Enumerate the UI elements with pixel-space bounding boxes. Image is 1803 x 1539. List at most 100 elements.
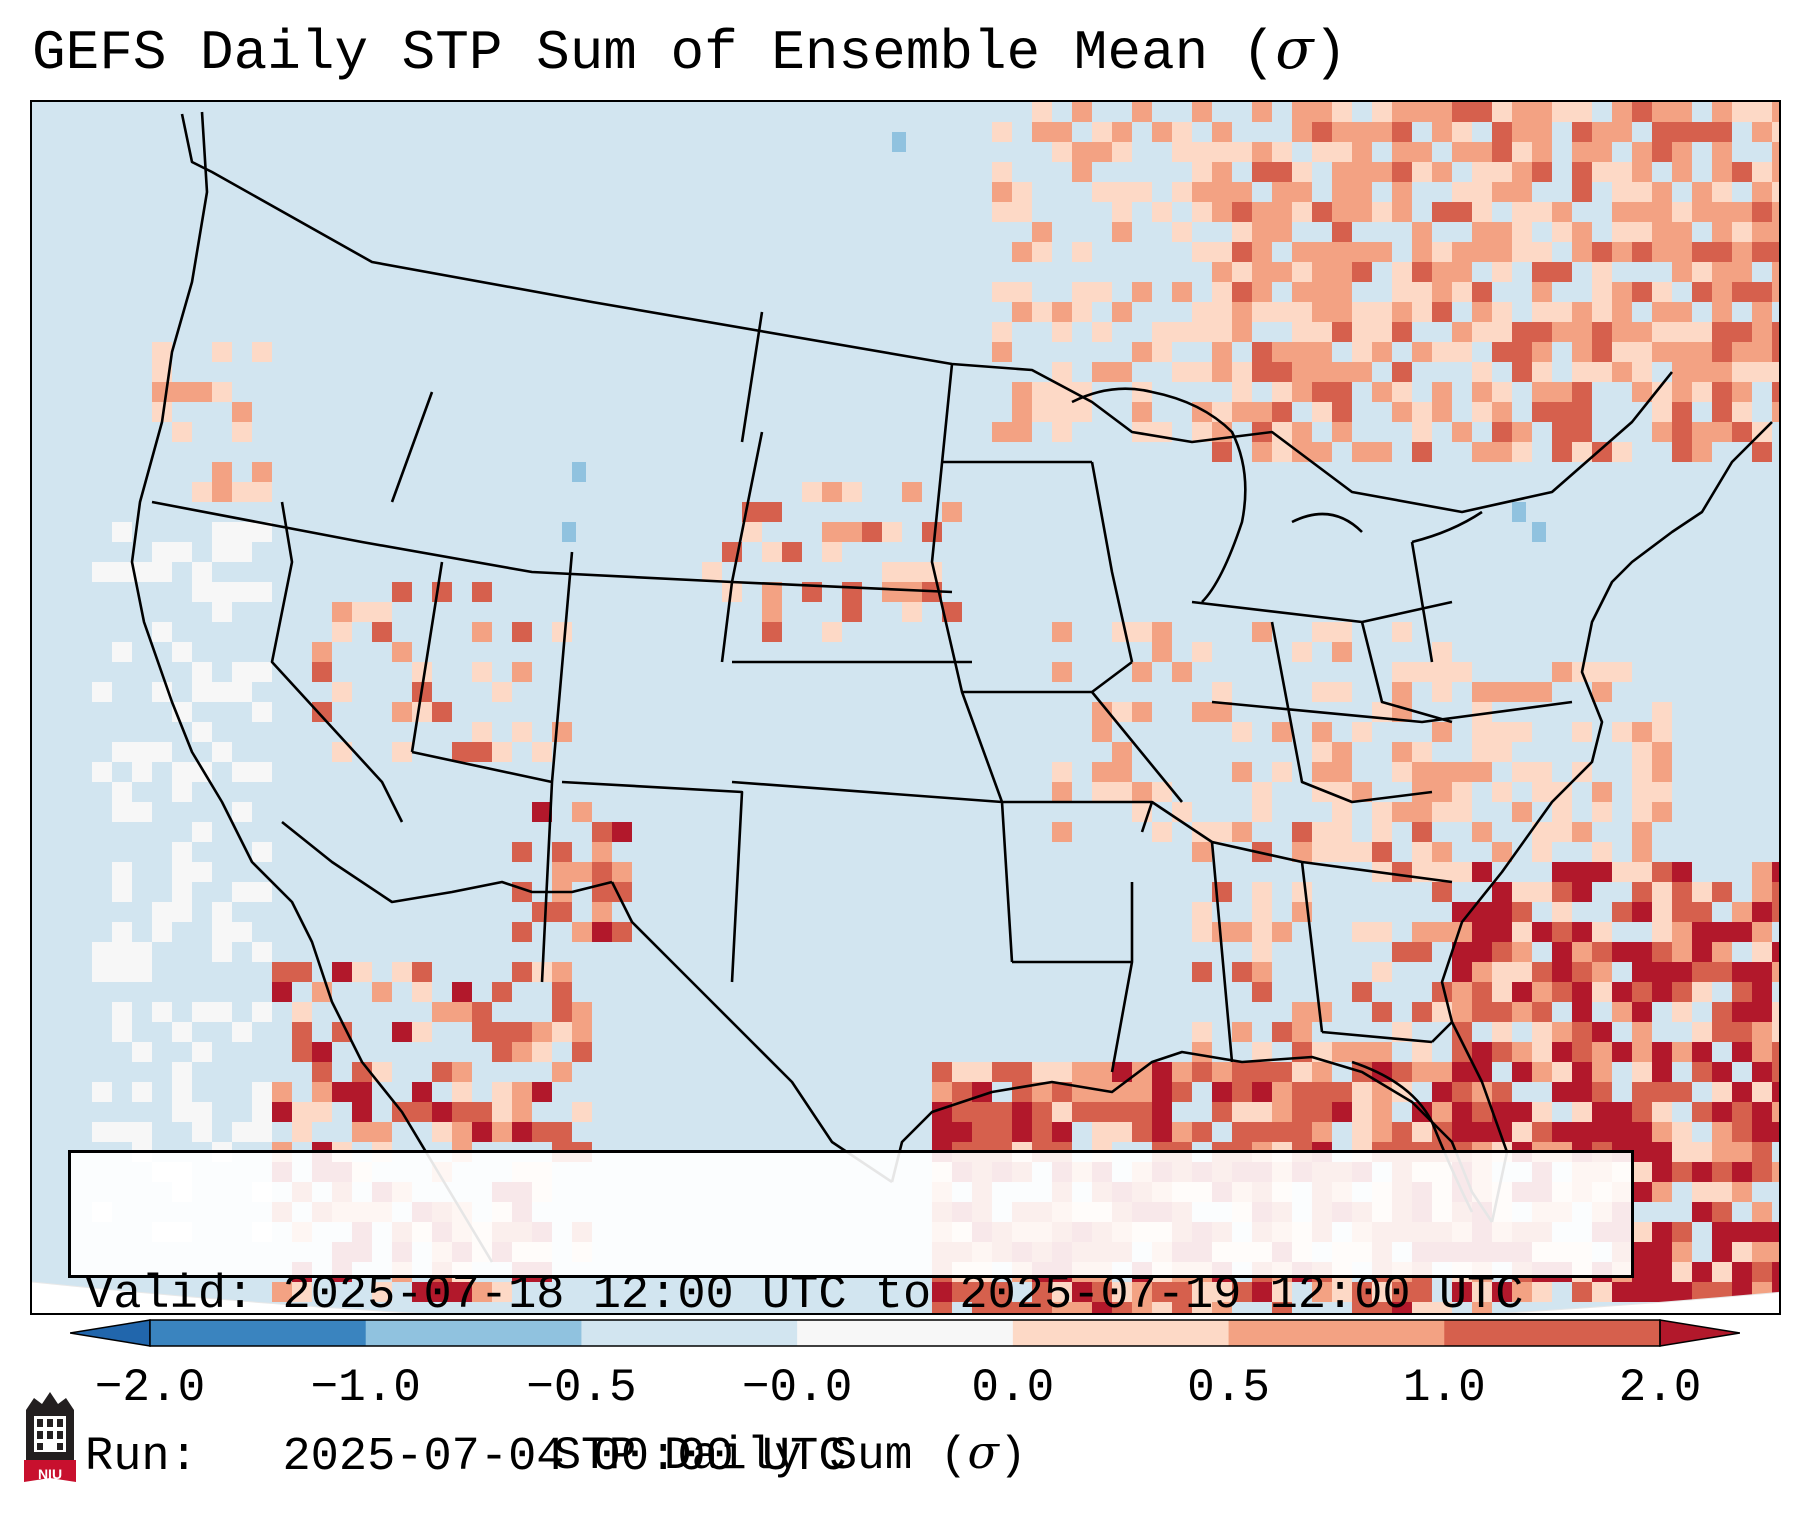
anomaly-cell <box>512 1102 532 1122</box>
anomaly-cell <box>1092 142 1112 162</box>
anomaly-cell <box>1712 962 1732 982</box>
anomaly-cell <box>1352 142 1372 162</box>
anomaly-cell <box>1392 162 1412 182</box>
anomaly-cell <box>1472 382 1492 402</box>
anomaly-cell <box>1512 342 1532 362</box>
anomaly-cell <box>1772 142 1779 162</box>
anomaly-cell <box>1752 362 1772 382</box>
anomaly-cell <box>1372 1302 1392 1313</box>
anomaly-cell <box>372 1062 392 1082</box>
anomaly-cell <box>1452 1102 1472 1122</box>
anomaly-cell <box>1412 242 1432 262</box>
anomaly-cell <box>1612 182 1632 202</box>
anomaly-cell <box>1272 342 1292 362</box>
anomaly-cell <box>1332 742 1352 762</box>
anomaly-cell <box>1652 922 1672 942</box>
colorbar-label-sigma: σ <box>967 1425 999 1479</box>
anomaly-cell <box>1672 142 1692 162</box>
anomaly-cell <box>1052 822 1072 842</box>
anomaly-cell <box>1452 182 1472 202</box>
anomaly-cell <box>882 562 902 582</box>
stp-map <box>32 102 1779 1313</box>
anomaly-cell <box>1732 402 1752 422</box>
anomaly-cell <box>1712 1022 1732 1042</box>
anomaly-cell <box>1532 882 1552 902</box>
anomaly-cell <box>1732 982 1752 1002</box>
anomaly-cell <box>1772 382 1779 402</box>
anomaly-cell <box>592 842 612 862</box>
anomaly-cell <box>1592 442 1612 462</box>
anomaly-cell <box>1432 662 1452 682</box>
anomaly-cell <box>1732 282 1752 302</box>
anomaly-cell <box>1212 702 1232 722</box>
anomaly-cell <box>1152 1082 1172 1102</box>
anomaly-cell <box>1692 922 1712 942</box>
anomaly-cell <box>1512 1122 1532 1142</box>
anomaly-cell <box>492 1082 512 1102</box>
anomaly-cell <box>1092 1082 1112 1102</box>
anomaly-cell <box>1292 382 1312 402</box>
colorbar-tick-label: 2.0 <box>1618 1362 1702 1414</box>
anomaly-cell <box>492 982 512 1002</box>
anomaly-cell <box>1532 142 1552 162</box>
anomaly-cell <box>1492 302 1512 322</box>
anomaly-cell <box>1612 342 1632 362</box>
anomaly-cell <box>1592 962 1612 982</box>
anomaly-cell <box>1512 922 1532 942</box>
anomaly-cell <box>1672 1082 1692 1102</box>
anomaly-cell <box>1572 362 1592 382</box>
anomaly-cell <box>1592 242 1612 262</box>
anomaly-cell <box>1112 1302 1132 1313</box>
anomaly-cell <box>472 1022 492 1042</box>
anomaly-cell <box>1592 262 1612 282</box>
anomaly-cell <box>1412 922 1432 942</box>
anomaly-cell <box>412 662 432 682</box>
anomaly-cell <box>512 662 532 682</box>
anomaly-cell <box>1512 322 1532 342</box>
anomaly-cell <box>1472 742 1492 762</box>
anomaly-cell <box>332 682 352 702</box>
anomaly-cell <box>452 1082 472 1102</box>
anomaly-cell <box>1532 302 1552 322</box>
anomaly-cell <box>952 1082 972 1102</box>
anomaly-cell <box>1332 222 1352 242</box>
anomaly-cell <box>312 1042 332 1062</box>
anomaly-cell <box>1212 182 1232 202</box>
anomaly-cell <box>1712 1082 1732 1102</box>
anomaly-cell <box>512 1042 532 1062</box>
colorbar-segment <box>365 1320 582 1346</box>
anomaly-cell <box>1372 162 1392 182</box>
anomaly-cell <box>1672 1142 1692 1162</box>
anomaly-cell <box>1092 282 1112 302</box>
anomaly-cell <box>1592 982 1612 1002</box>
anomaly-cell <box>1192 422 1212 442</box>
anomaly-cell <box>1512 802 1532 822</box>
anomaly-cell <box>1612 1002 1632 1022</box>
anomaly-cell <box>1052 322 1072 342</box>
anomaly-cell <box>1232 1082 1252 1102</box>
anomaly-cell <box>992 1122 1012 1142</box>
anomaly-cell <box>1492 422 1512 442</box>
anomaly-cell <box>1392 302 1412 322</box>
anomaly-cell <box>112 962 132 982</box>
anomaly-cell <box>172 842 192 862</box>
anomaly-cell <box>1412 1062 1432 1082</box>
anomaly-cell <box>1292 822 1312 842</box>
anomaly-cell <box>1572 222 1592 242</box>
anomaly-cell <box>1252 142 1272 162</box>
anomaly-cell <box>1112 762 1132 782</box>
anomaly-cell <box>1312 302 1332 322</box>
anomaly-cell <box>1072 1062 1092 1082</box>
anomaly-cell <box>1252 362 1272 382</box>
anomaly-cell <box>1612 862 1632 882</box>
anomaly-cell <box>1632 162 1652 182</box>
anomaly-cell <box>1032 382 1052 402</box>
anomaly-cell <box>1012 1102 1032 1122</box>
anomaly-cell <box>1732 322 1752 342</box>
anomaly-cell <box>132 762 152 782</box>
anomaly-cell <box>1472 182 1492 202</box>
anomaly-cell <box>992 1102 1012 1122</box>
anomaly-cell <box>1292 322 1312 342</box>
anomaly-cell <box>132 942 152 962</box>
anomaly-cell <box>472 1282 492 1302</box>
